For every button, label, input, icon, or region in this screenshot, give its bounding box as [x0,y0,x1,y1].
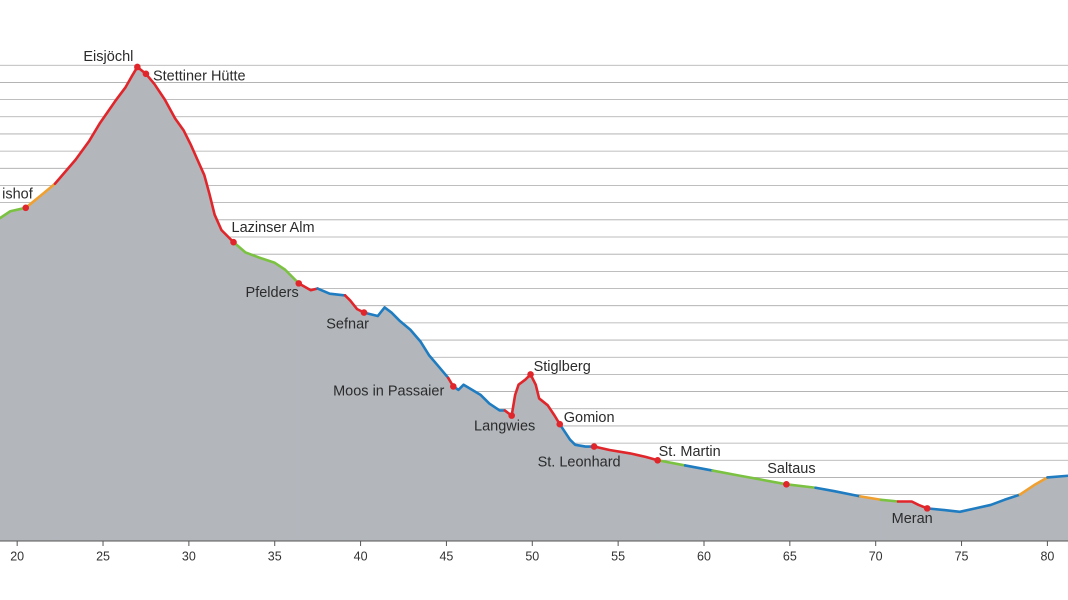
waypoint-label: ishof [2,187,34,203]
waypoint-label: Sefnar [326,316,369,332]
route-segment [0,206,28,220]
route-segment [362,306,450,380]
route-segment [452,383,507,412]
waypoint-dot [134,63,141,71]
x-tick-label: 55 [611,549,625,563]
waypoint-label: Meran [892,511,933,527]
area-segment [926,494,1021,542]
x-tick-label: 45 [439,549,453,563]
waypoint-label: Saltaus [767,461,815,477]
x-tick-label: 50 [525,549,539,563]
area-segment [25,182,56,542]
waypoint-dot [142,70,150,78]
route-segment [814,486,862,498]
area-segment [1047,475,1068,542]
waypoint-label: Langwies [474,418,535,434]
x-tick-label: 60 [697,549,711,563]
area-segment [298,282,319,542]
area-segment [657,459,686,542]
route-segment [1018,476,1049,496]
route-segment [316,287,347,297]
x-tick-label: 40 [354,549,368,563]
route-segment [343,294,366,314]
route-segment [858,495,883,502]
waypoint-dot [360,309,368,316]
route-segment [232,240,301,285]
waypoint-dot [295,280,303,287]
area-segment [859,495,882,542]
x-tick-label: 35 [268,549,282,563]
waypoint-label: St. Leonhard [538,454,621,470]
area-segment [363,306,449,542]
area-segment [684,464,713,542]
x-tick-label: 20 [10,549,24,563]
waypoint-dot [923,505,931,512]
waypoint-dot [556,420,564,428]
x-tick-label: 80 [1040,549,1054,563]
waypoint-label: Lazinser Alm [232,220,315,236]
x-tick-label: 30 [182,549,196,563]
waypoint-label: Stiglberg [534,359,591,375]
waypoint-dot [783,481,790,488]
route-segment [24,182,57,210]
route-segment [925,493,1022,514]
waypoint-label: Eisjöchl [83,49,133,65]
waypoint-dot [22,204,30,212]
x-tick-label: 65 [783,549,797,563]
waypoint-dot [508,412,515,419]
waypoint-label: Pfelders [246,285,299,301]
waypoint-dot [590,443,598,450]
x-axis: 20 25 30 35 40 45 50 55 60 65 70 75 80 [0,540,1068,563]
waypoint-dot [654,456,661,464]
waypoint-label: Stettiner Hütte [153,69,246,85]
route-segment [711,469,817,490]
profile-lines [0,65,1068,514]
route-segment [558,422,596,448]
route-segment [896,500,929,510]
route-segment [297,282,319,292]
waypoint-label: Moos in Passaier [333,383,444,399]
waypoint-dot [449,383,457,390]
area-segment [0,207,27,542]
waypoints: ishof Eisjöchl Stettiner Hütte Lazinser Alm… [2,49,933,527]
waypoint-label: Gomion [564,410,615,426]
route-segment [683,464,714,472]
route-segment [656,458,687,467]
area-segment [447,376,454,542]
route-segment [1046,474,1068,479]
profile-area [0,66,1068,542]
waypoint-dot [230,238,237,246]
area-segment [559,422,595,542]
route-segment [592,445,659,462]
area-segment [54,66,234,542]
x-tick-label: 70 [869,549,883,563]
route-segment [879,498,900,503]
waypoint-label: St. Martin [659,444,721,460]
x-tick-label: 25 [96,549,110,563]
x-tick-label: 75 [955,549,969,563]
waypoint-dot [527,371,534,378]
route-segment [53,65,235,244]
